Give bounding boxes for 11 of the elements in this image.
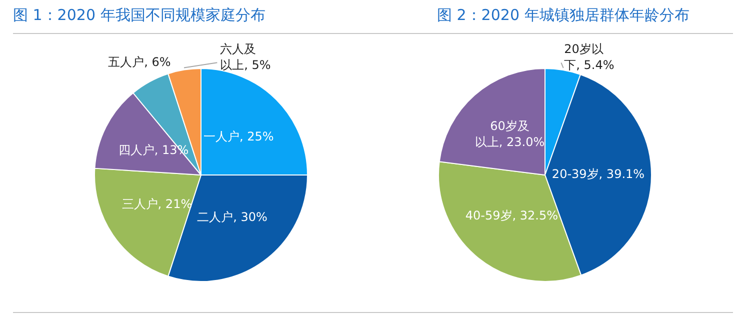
slice-label: 五人户, 6% xyxy=(108,55,171,70)
slice-label: 60岁及以上, 23.0% xyxy=(474,119,545,150)
chart-title: 图 1：2020 年我国不同规模家庭分布 xyxy=(13,6,266,25)
slice-label: 20岁以下, 5.4% xyxy=(564,42,614,72)
slice-label: 二人户, 30% xyxy=(197,210,268,224)
chart-title: 图 2：2020 年城镇独居群体年龄分布 xyxy=(437,6,690,25)
slice-label: 一人户, 25% xyxy=(203,129,274,144)
slice-label: 20-39岁, 39.1% xyxy=(552,166,645,181)
slice-label: 40-59岁, 32.5% xyxy=(465,208,558,223)
slice-label: 三人户, 21% xyxy=(122,197,192,212)
slice-label: 六人及以上, 5% xyxy=(220,42,271,72)
